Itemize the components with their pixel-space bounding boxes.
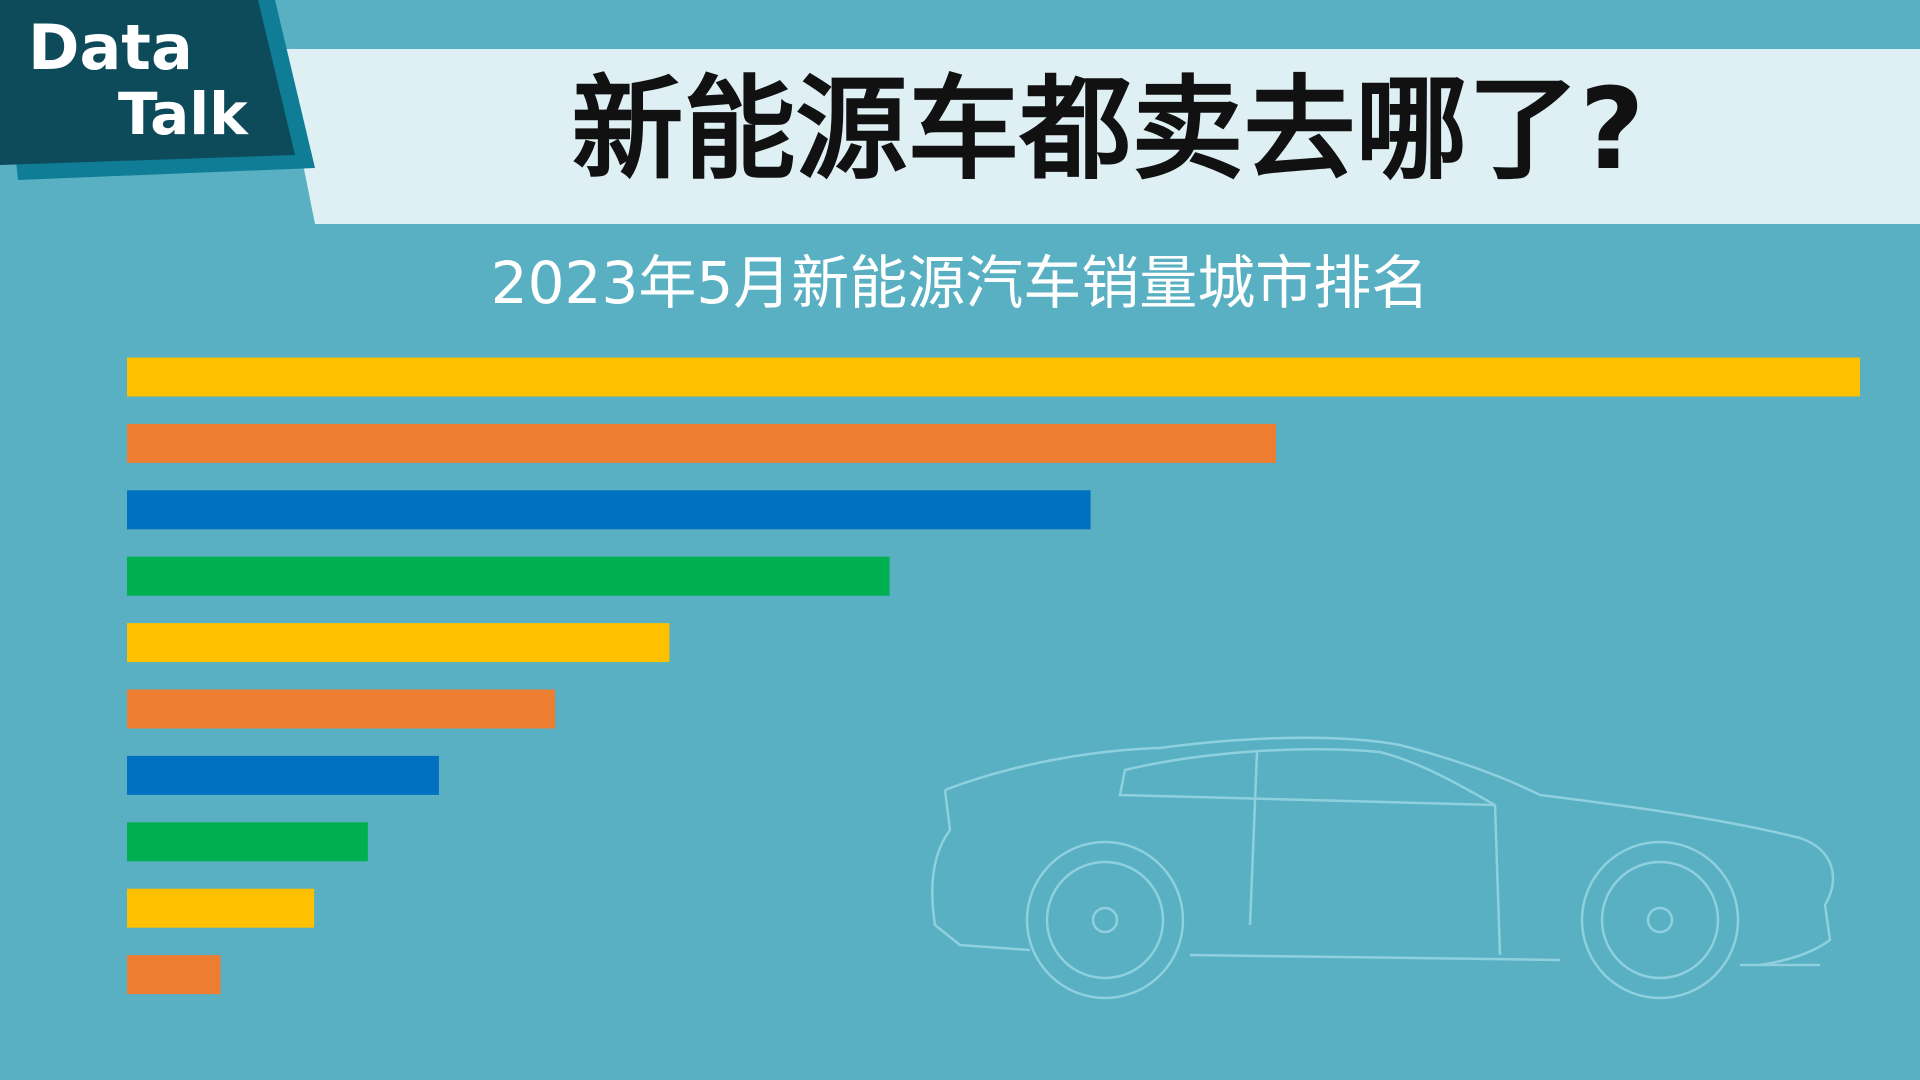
- bar: [127, 556, 890, 596]
- logo-box: [0, 0, 295, 165]
- bar: [127, 689, 556, 729]
- logo-line2: Talk: [118, 80, 249, 148]
- bar: [127, 822, 368, 862]
- car-outline: [931, 736, 1835, 1000]
- bar: [127, 888, 315, 928]
- bar: [127, 623, 670, 663]
- bar: [127, 955, 221, 995]
- chart-title: 新能源车都卖去哪了?: [572, 65, 1645, 195]
- bar: [127, 357, 1860, 397]
- bar: [127, 755, 439, 795]
- logo-line1: Data: [28, 11, 193, 84]
- title-banner: [280, 49, 1920, 224]
- bar: [127, 490, 1091, 530]
- chart-subtitle: 2023年5月新能源汽车销量城市排名: [491, 249, 1430, 317]
- bar: [127, 423, 1276, 463]
